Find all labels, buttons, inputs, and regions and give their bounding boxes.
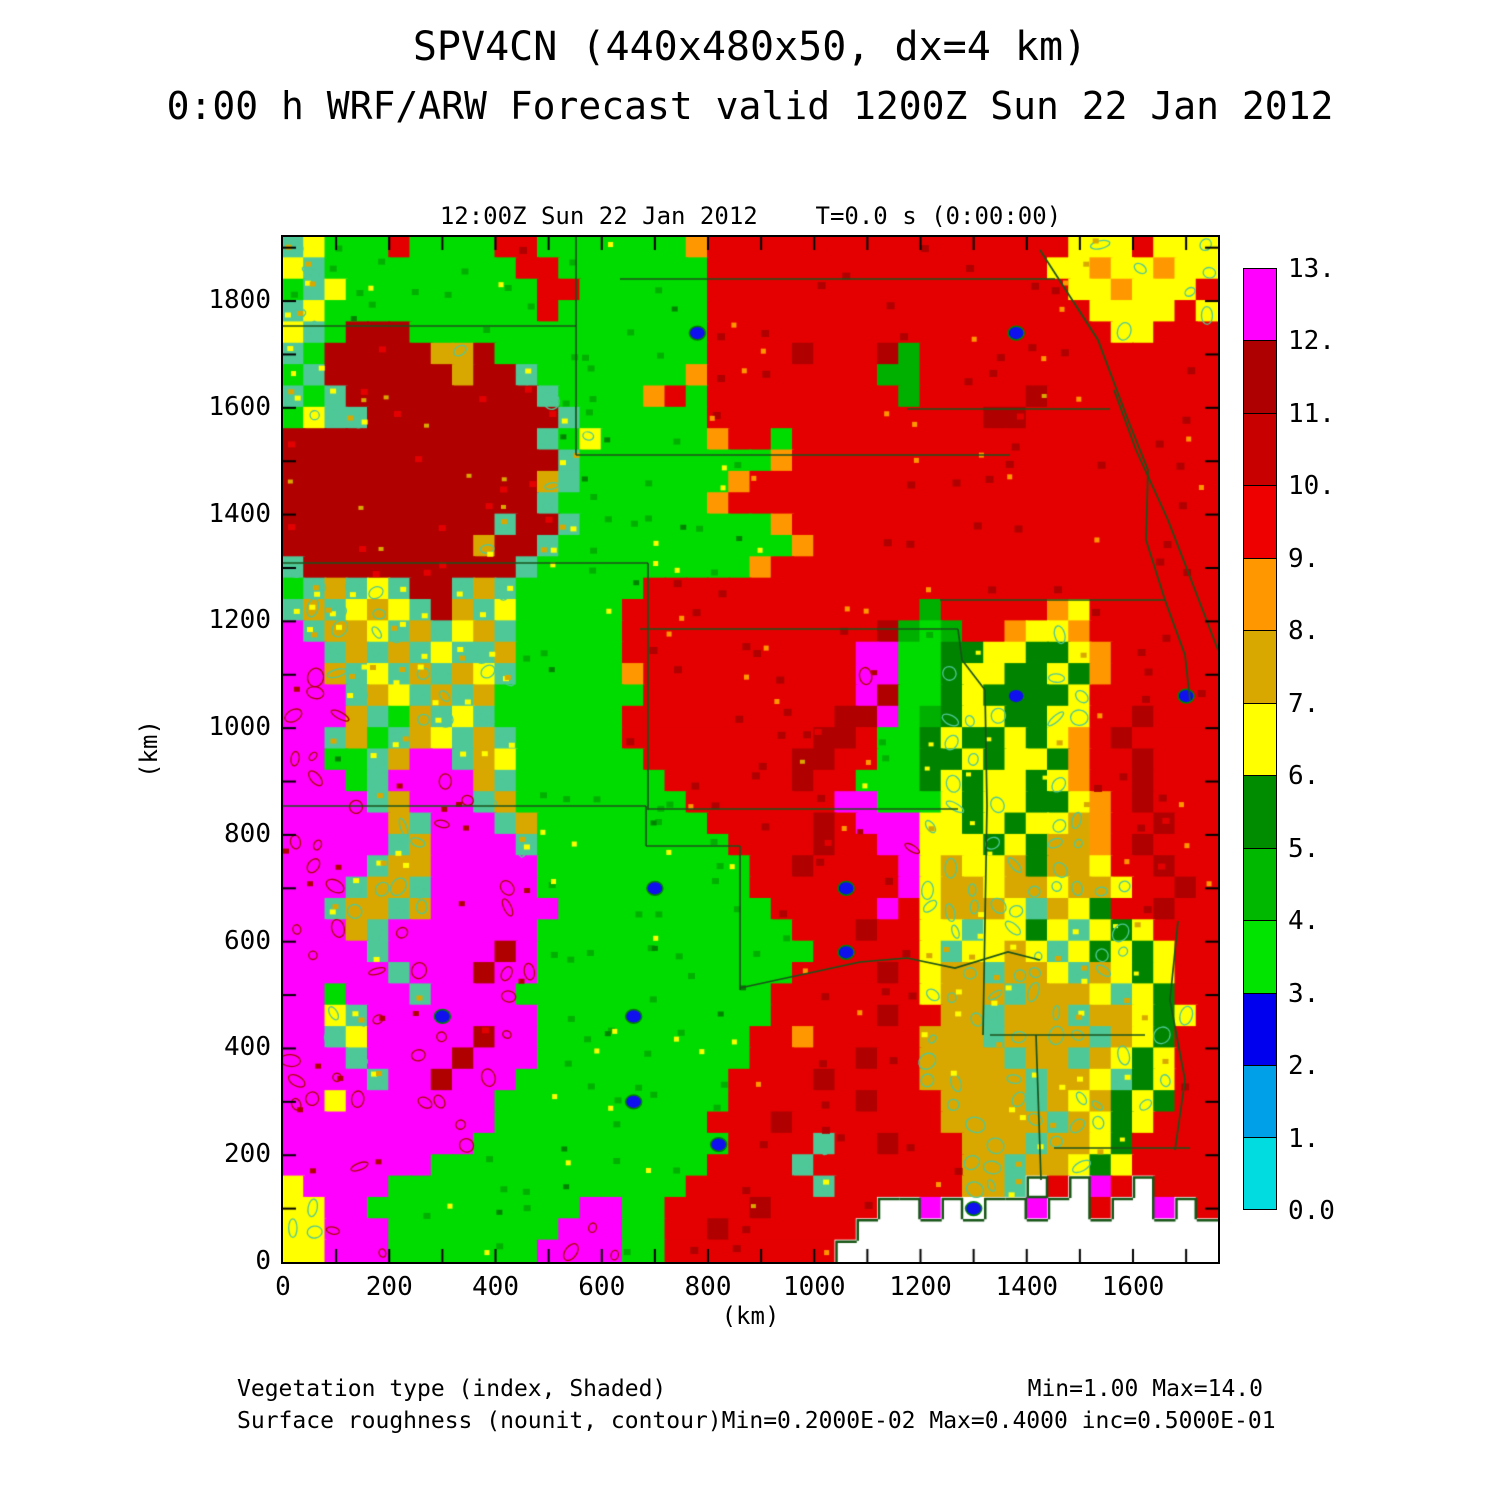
colorbar-tick-label: 7.: [1288, 688, 1320, 719]
plot-timestamp: 12:00Z Sun 22 Jan 2012 T=0.0 s (0:00:00): [439, 202, 1062, 230]
colorbar-tick-label: 4.: [1288, 906, 1320, 937]
colorbar-segment: [1243, 557, 1277, 631]
colorbar-segment: [1243, 1064, 1277, 1138]
y-tick-label: 600: [224, 925, 271, 956]
x-tick-label: 600: [578, 1272, 626, 1302]
y-axis-label: (km): [134, 720, 163, 778]
x-tick-label: 400: [472, 1272, 519, 1302]
x-tick-label: 1600: [1101, 1272, 1165, 1302]
shaded-field-label: Vegetation type (index, Shaded): [237, 1376, 667, 1402]
map-frame: [281, 235, 1220, 1264]
page-title: SPV4CN (440x480x50, dx=4 km): [412, 24, 1088, 70]
footer-contour-line: Surface roughness (nounit, contour)Min=0…: [237, 1408, 1276, 1434]
colorbar-segment: [1243, 702, 1277, 776]
x-tick-label: 0: [275, 1272, 291, 1302]
y-tick-label: 200: [224, 1139, 271, 1170]
colorbar-tick-label: 9.: [1288, 543, 1320, 574]
x-tick-label: 800: [684, 1272, 732, 1302]
colorbar-tick-label: 10.: [1288, 471, 1335, 502]
y-tick-label: 1400: [208, 498, 271, 529]
colorbar-tick-label: 2.: [1288, 1051, 1320, 1082]
colorbar-segment: [1243, 775, 1277, 848]
x-tick-label: 1200: [889, 1272, 952, 1302]
colorbar-tick-label: 11.: [1288, 398, 1335, 429]
colorbar-segment: [1243, 847, 1277, 921]
colorbar-tick-label: 8.: [1288, 616, 1320, 647]
shaded-minmax: Min=1.00 Max=14.0: [1027, 1376, 1263, 1402]
colorbar: [1243, 268, 1277, 1210]
colorbar-segment: [1243, 920, 1277, 993]
vegetation-type-map: [283, 237, 1218, 1262]
x-tick-label: 1400: [995, 1272, 1059, 1302]
colorbar-tick-label: 5.: [1288, 833, 1320, 864]
colorbar-tick-label: 3.: [1288, 978, 1320, 1009]
x-tick-label: 1000: [782, 1272, 846, 1302]
y-tick-label: 400: [224, 1032, 271, 1063]
colorbar-tick-label: 13.: [1288, 254, 1335, 284]
footer-shaded-line: Vegetation type (index, Shaded) Min=1.00…: [237, 1376, 1263, 1402]
colorbar-segment: [1243, 340, 1277, 413]
colorbar-tick-label: 12.: [1288, 326, 1335, 357]
colorbar-tick-label: 0.0: [1288, 1196, 1335, 1226]
y-tick-label: 0: [255, 1246, 271, 1276]
colorbar-segment: [1243, 630, 1277, 703]
colorbar-segment: [1243, 412, 1277, 486]
y-tick-label: 800: [224, 818, 271, 849]
x-tick-label: 200: [365, 1272, 413, 1302]
page-subtitle: 0:00 h WRF/ARW Forecast valid 1200Z Sun …: [166, 84, 1334, 128]
y-tick-label: 1000: [208, 712, 271, 743]
y-tick-label: 1600: [208, 391, 271, 422]
colorbar-tick-label: 6.: [1288, 761, 1320, 792]
y-tick-label: 1800: [208, 285, 271, 316]
colorbar-segment: [1243, 268, 1277, 341]
x-axis-label: (km): [721, 1302, 780, 1330]
y-tick-label: 1200: [208, 605, 271, 636]
colorbar-segment: [1243, 485, 1277, 558]
colorbar-tick-label: 1.: [1288, 1123, 1320, 1154]
colorbar-segment: [1243, 992, 1277, 1065]
colorbar-segment: [1243, 1137, 1277, 1210]
